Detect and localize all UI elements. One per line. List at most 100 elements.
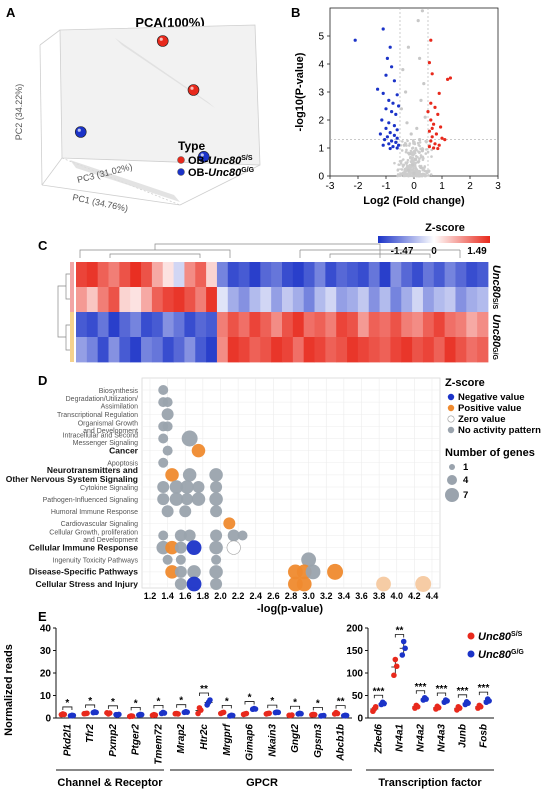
heatmap-cell-r3-c26	[357, 337, 370, 363]
volcano-point-ns-14	[402, 143, 406, 147]
strip-left-Pxmp2-signif: *	[111, 697, 115, 708]
volcano-point-bg-2	[397, 163, 400, 166]
strip-right-Zbed6-signif: ***	[373, 686, 385, 697]
volcano-xtick-label-6: 3	[495, 181, 501, 192]
volcano-ylabel: -log10(P-value)	[294, 52, 306, 131]
bubble-xtick-1: 1.4	[161, 591, 174, 601]
strip-ylabel: Normalized reads	[3, 644, 15, 736]
heatmap-cell-r1-c16	[249, 287, 261, 313]
legend-negative-swatch	[447, 393, 455, 401]
bubble-category-10-line-0: Humoral Immune Response	[51, 509, 138, 516]
heatmap-cell-r3-c4	[119, 337, 131, 363]
bubble-point-52	[186, 576, 202, 592]
volcano-point-bg-243	[414, 165, 417, 168]
strip-left-Tmem72-gg-point-2	[161, 710, 168, 716]
strip-right-Nr4a1-bracket	[394, 634, 405, 638]
strip-left-Gpsm3-ss-point-2	[311, 711, 318, 718]
volcano-point-up-24	[426, 110, 430, 114]
heatmap-cell-r1-c30	[401, 287, 413, 313]
strip-right-Fosb-ss-point-2	[477, 703, 484, 710]
heatmap-cell-r0-c2	[97, 262, 109, 288]
heatmap-cell-r1-c24	[336, 287, 348, 313]
heatmap-cell-r0-c36	[466, 262, 478, 288]
volcano-point-down-13	[392, 124, 396, 128]
volcano-point-ns-9	[423, 115, 427, 119]
heatmap-cell-r0-c1	[86, 262, 99, 288]
heatmap-cell-r0-c22	[314, 262, 326, 288]
heatmap-cell-r0-c12	[206, 262, 218, 288]
strip-left-gene-label-Htr2c: Htr2c	[199, 724, 210, 750]
bubble-category-7-line-1: Other Nervous System Signaling	[6, 474, 138, 484]
heatmap-cell-r2-c35	[455, 312, 467, 338]
panel-e-letter: E	[38, 609, 47, 624]
volcano-point-bg-232	[414, 168, 418, 172]
heatmap-cell-r1-c34	[444, 287, 456, 313]
bubble-category-16-line-0: Cellular Stress and Injury	[35, 579, 138, 589]
heatmap-cell-r0-c23	[325, 262, 337, 288]
strip-left-Pkd2l1-ss-point-2	[61, 711, 68, 718]
strip-left-Mrgprf-signif: *	[225, 696, 229, 707]
heatmap-cell-r3-c28	[379, 337, 391, 363]
heatmap-cell-r3-c27	[368, 337, 380, 363]
bubble-category-4-line-1: Messenger Signaling	[73, 440, 138, 447]
strip-left-Gimap6-signif: *	[248, 693, 252, 704]
heatmap-cell-r1-c13	[216, 287, 229, 313]
volcano-point-down-16	[388, 131, 392, 135]
strip-legend-ss-swatch	[467, 632, 475, 640]
strip-right-Nr4a2-signif: ***	[415, 682, 427, 693]
bubble-point-18	[210, 481, 223, 493]
legend-none-label: No activity pattern	[458, 425, 541, 436]
volcano-point-up-18	[437, 143, 441, 147]
volcano-point-bg-239	[415, 171, 419, 175]
strip-left-Tfr2-signif: *	[88, 696, 92, 707]
pca-pc2-label: PC2 (34.22%)	[14, 84, 24, 141]
heatmap-cell-r2-c36	[466, 312, 478, 338]
volcano-point-bg-200	[411, 159, 415, 162]
heatmap-cell-r0-c4	[119, 262, 131, 288]
legend-none-swatch	[447, 426, 455, 434]
volcano-ytick-label-4: 4	[318, 60, 324, 71]
heatmap-cell-r1-c23	[325, 287, 337, 313]
volcano-point-bg-192	[408, 156, 412, 160]
zscore-tick-mid: 0	[431, 246, 437, 257]
bubble-point-12	[182, 468, 197, 482]
bubble-category-13-line-0: Cellular Immune Response	[29, 542, 138, 552]
bubble-xtick-8: 2.8	[285, 591, 298, 601]
strip-right-Nr4a1-gg-point-2	[402, 645, 408, 652]
volcano-point-bg-35	[401, 158, 405, 161]
bubble-point-41	[175, 554, 186, 565]
strip-right-ytick-label-1: 50	[352, 691, 364, 702]
strip-left-Abcb1b-gg-point-2	[343, 712, 350, 719]
strip-right-Fosb-bracket	[478, 691, 489, 696]
volcano-point-bg-199	[424, 152, 428, 155]
heatmap-cell-r3-c13	[216, 337, 229, 363]
volcano-point-ns-22	[412, 171, 416, 175]
bubble-point-20	[169, 492, 184, 506]
volcano-point-ns-0	[420, 9, 424, 13]
bubble-category-6-line-0: Apoptosis	[107, 461, 138, 468]
volcano-point-bg-142	[425, 148, 428, 151]
heatmap-cell-r0-c18	[271, 262, 283, 288]
strip-left-ytick-label-0: 0	[45, 714, 51, 725]
heatmap-cell-r3-c20	[292, 337, 305, 363]
heatmap-cell-r1-c21	[303, 287, 315, 313]
heatmap-cell-r2-c26	[357, 312, 370, 338]
heatmap-cell-r1-c9	[173, 287, 185, 313]
heatmap-cell-r3-c2	[97, 337, 109, 363]
volcano-point-up-5	[437, 91, 441, 95]
heatmap-cell-r3-c14	[227, 337, 240, 363]
heatmap-cell-r1-c8	[162, 287, 174, 313]
heatmap-cell-r1-c6	[141, 287, 153, 313]
bubble-point-16	[180, 480, 194, 494]
bubble-point-10	[158, 457, 169, 468]
volcano-point-down-25	[397, 143, 401, 147]
strip-right-Nr4a1-gg-point-0	[399, 652, 406, 658]
legend-negative-label: Negative value	[458, 392, 525, 403]
strip-left-gene-label-Pkd2l1: Pkd2l1	[62, 724, 73, 757]
strip-right-plot: 0 50 100 150 200 *** Zbed6 ** Nr4a1 *** Nr4a2 *** Nr…	[346, 624, 494, 754]
volcano-point-bg-126	[411, 146, 415, 150]
volcano-point-ns-3	[418, 56, 422, 61]
volcano-point-ns-6	[404, 90, 408, 94]
heatmap-cell-r1-c20	[292, 287, 305, 313]
volcano-point-bg-213	[403, 174, 406, 177]
